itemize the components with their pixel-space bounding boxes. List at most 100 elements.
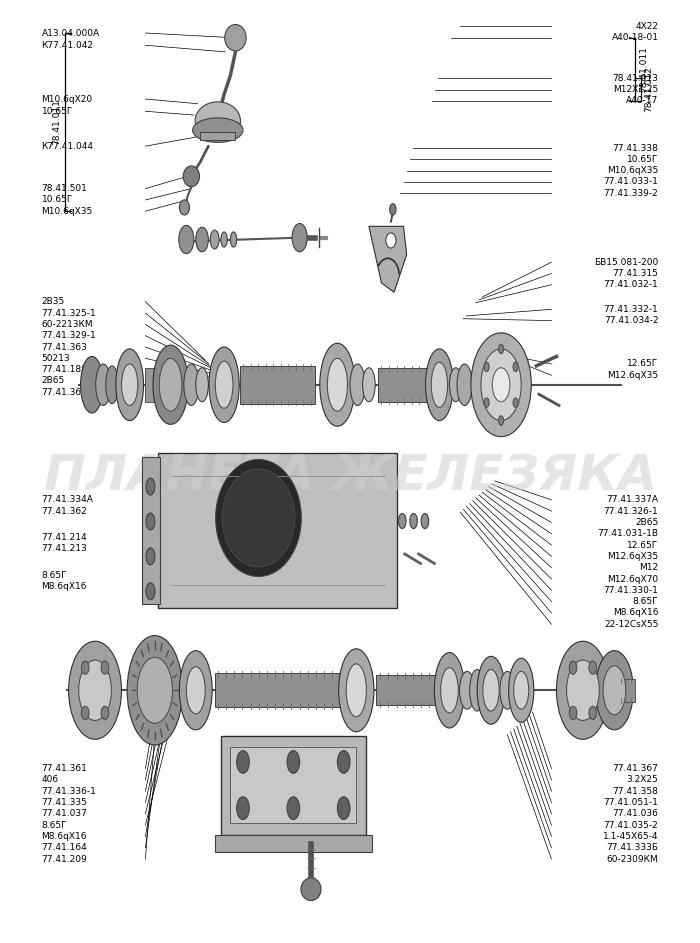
Ellipse shape (179, 200, 190, 215)
Ellipse shape (421, 513, 428, 528)
Text: К77.41.042: К77.41.042 (41, 41, 94, 50)
Ellipse shape (328, 358, 347, 411)
Text: К77.41.044: К77.41.044 (41, 141, 94, 151)
Text: 12.65Г: 12.65Г (627, 359, 659, 369)
Text: 77.41.214: 77.41.214 (41, 533, 88, 542)
Text: М12.6qХ70: М12.6qХ70 (608, 574, 659, 584)
Text: М8.6qХ16: М8.6qХ16 (41, 832, 87, 841)
Text: 8.65Г: 8.65Г (633, 597, 659, 606)
Ellipse shape (222, 469, 295, 567)
Text: 8.65Г: 8.65Г (41, 820, 67, 830)
Ellipse shape (556, 641, 610, 739)
Text: М12: М12 (639, 563, 659, 572)
Ellipse shape (178, 225, 194, 254)
Ellipse shape (216, 361, 233, 408)
Ellipse shape (440, 668, 458, 713)
Text: 77.41.363: 77.41.363 (41, 342, 88, 352)
Text: М12.6qХ35: М12.6qХ35 (608, 371, 659, 380)
Ellipse shape (566, 660, 599, 720)
Ellipse shape (186, 667, 205, 714)
Ellipse shape (101, 661, 108, 674)
Text: 77.41.335: 77.41.335 (41, 798, 88, 807)
Text: 77.41.334А: 77.41.334А (41, 495, 93, 505)
Ellipse shape (146, 548, 155, 565)
Text: 77.41.164: 77.41.164 (41, 843, 88, 852)
Text: 77.41.329-1: 77.41.329-1 (41, 331, 97, 340)
Text: 77.41.033-1: 77.41.033-1 (603, 177, 659, 187)
Text: 77.41.037: 77.41.037 (41, 809, 88, 819)
Ellipse shape (216, 459, 301, 576)
Ellipse shape (69, 641, 122, 739)
Text: 10.65Г: 10.65Г (627, 155, 659, 164)
Text: А40-18-01: А40-18-01 (612, 33, 659, 42)
Text: 77.41.362: 77.41.362 (41, 506, 88, 516)
Ellipse shape (426, 349, 453, 421)
Ellipse shape (230, 232, 237, 247)
Ellipse shape (184, 364, 199, 405)
Ellipse shape (484, 362, 489, 372)
Ellipse shape (346, 664, 366, 717)
Text: 77.41.209: 77.41.209 (41, 854, 88, 864)
Ellipse shape (363, 368, 375, 402)
Ellipse shape (101, 706, 108, 720)
Text: 2В65: 2В65 (635, 518, 659, 527)
Text: 50213: 50213 (41, 354, 70, 363)
Ellipse shape (196, 368, 209, 402)
Ellipse shape (350, 364, 365, 405)
Text: М12Х1.25: М12Х1.25 (613, 85, 659, 94)
Text: 60-2309КМ: 60-2309КМ (607, 854, 659, 864)
Ellipse shape (320, 343, 355, 426)
FancyBboxPatch shape (240, 366, 316, 404)
Ellipse shape (221, 232, 228, 247)
Text: 77.41.032-1: 77.41.032-1 (603, 280, 659, 290)
Ellipse shape (301, 878, 321, 901)
Text: 77.41.361: 77.41.361 (41, 764, 88, 773)
Ellipse shape (337, 797, 350, 819)
Ellipse shape (386, 233, 396, 248)
Text: 10.65Г: 10.65Г (41, 107, 73, 116)
FancyBboxPatch shape (620, 679, 635, 702)
Ellipse shape (225, 25, 246, 51)
Ellipse shape (179, 651, 212, 730)
Text: 77.41.325-1: 77.41.325-1 (41, 308, 97, 318)
Text: БВ15.081-200: БВ15.081-200 (594, 257, 659, 267)
FancyBboxPatch shape (378, 368, 428, 402)
Text: 77.41.367: 77.41.367 (612, 764, 659, 773)
Text: 77.41.034-2: 77.41.034-2 (604, 316, 659, 325)
Ellipse shape (484, 398, 489, 407)
Ellipse shape (498, 416, 503, 425)
Ellipse shape (210, 230, 219, 249)
Ellipse shape (146, 513, 155, 530)
Ellipse shape (209, 347, 239, 422)
FancyBboxPatch shape (215, 673, 341, 707)
Text: 78.41.501: 78.41.501 (41, 184, 88, 193)
FancyBboxPatch shape (377, 675, 440, 705)
Ellipse shape (471, 333, 531, 437)
Ellipse shape (514, 671, 528, 709)
Text: 12.65Г: 12.65Г (627, 540, 659, 550)
Ellipse shape (431, 362, 447, 407)
Ellipse shape (483, 670, 499, 711)
Ellipse shape (477, 656, 505, 724)
Text: 77.41.336-1: 77.41.336-1 (41, 786, 97, 796)
Ellipse shape (146, 583, 155, 600)
Text: 77.41.189А: 77.41.189А (41, 365, 94, 374)
Ellipse shape (569, 706, 577, 720)
Ellipse shape (337, 751, 350, 773)
Text: 4Х22: 4Х22 (636, 22, 659, 31)
Ellipse shape (237, 797, 249, 819)
Text: 77.41.360: 77.41.360 (41, 388, 88, 397)
Ellipse shape (596, 651, 634, 730)
FancyBboxPatch shape (221, 736, 365, 835)
Text: 77.41.031-1В: 77.41.031-1В (598, 529, 659, 538)
Text: 78.41.013: 78.41.013 (612, 74, 659, 83)
Text: 2В65: 2В65 (41, 376, 65, 386)
Ellipse shape (287, 797, 300, 819)
Ellipse shape (470, 670, 484, 711)
Text: 77.41.339-2: 77.41.339-2 (603, 189, 659, 198)
Text: 77.41.332-1: 77.41.332-1 (603, 305, 659, 314)
Ellipse shape (195, 102, 241, 140)
Ellipse shape (106, 366, 118, 404)
Ellipse shape (589, 706, 596, 720)
Ellipse shape (498, 344, 503, 354)
